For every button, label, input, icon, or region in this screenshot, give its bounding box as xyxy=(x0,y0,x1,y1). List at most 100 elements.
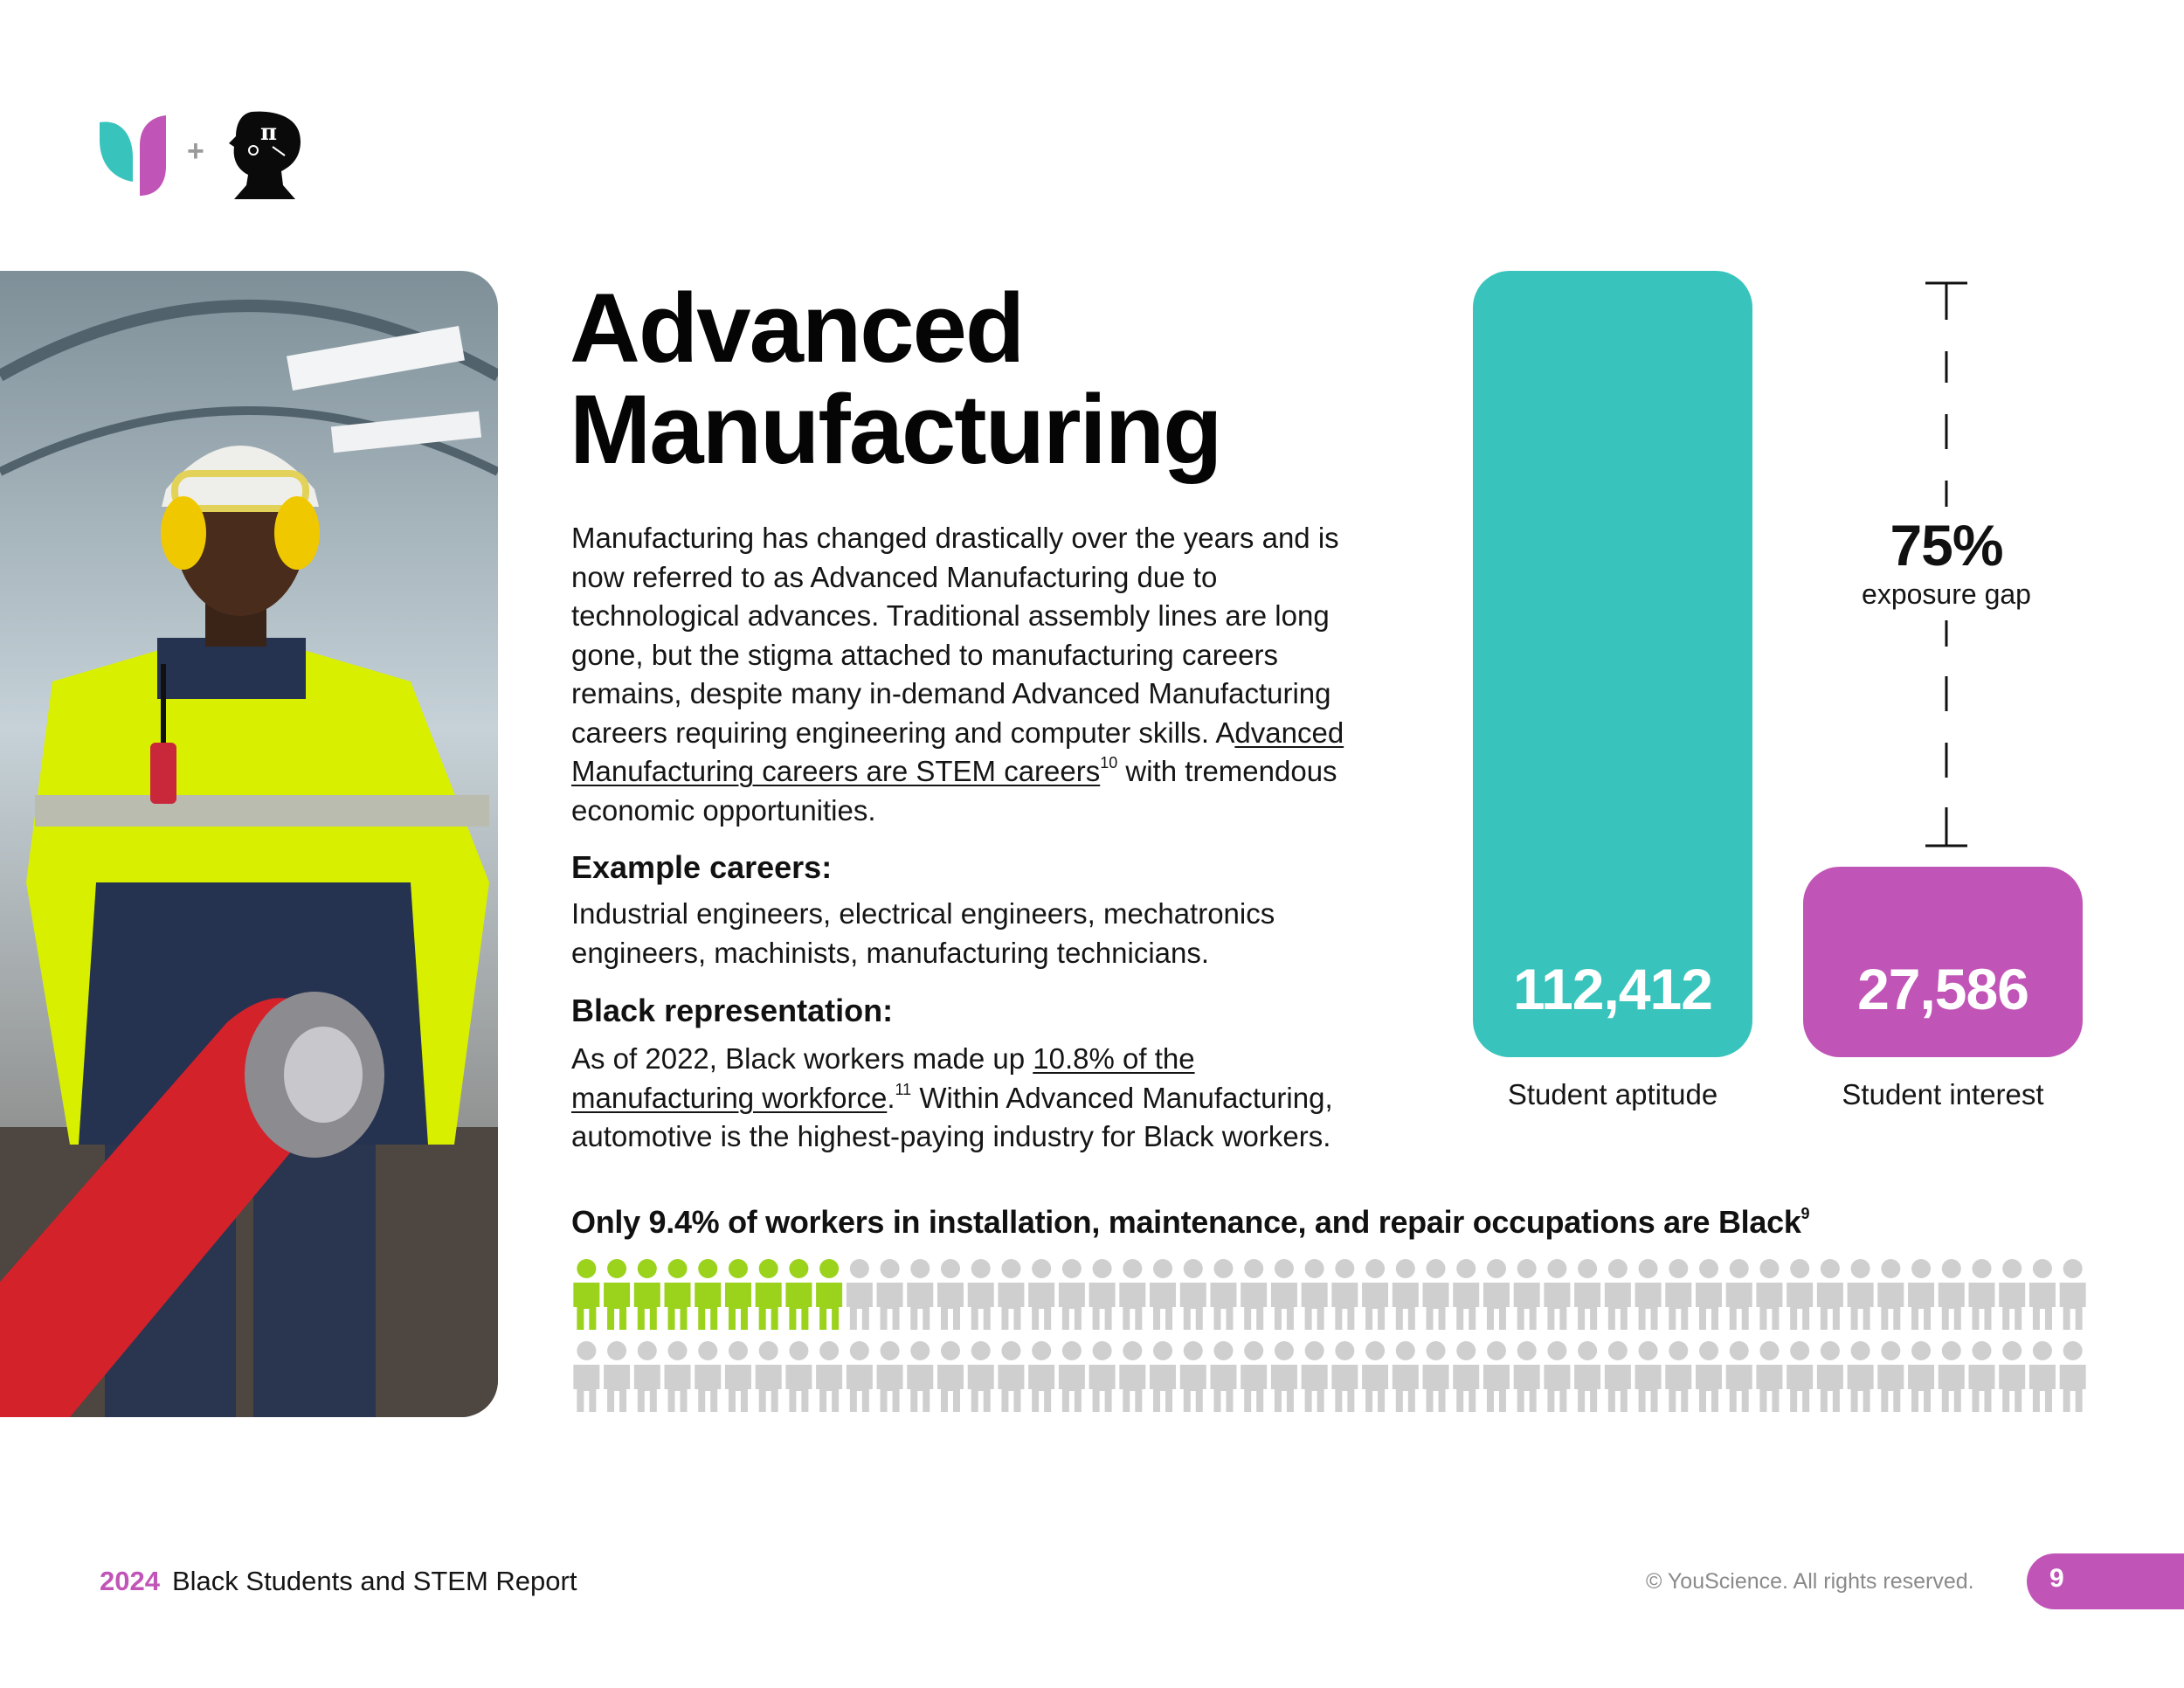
person-icon xyxy=(967,1259,994,1330)
person-icon xyxy=(1908,1341,1935,1412)
person-icon xyxy=(2028,1259,2056,1330)
person-icon xyxy=(785,1259,812,1330)
person-icon xyxy=(664,1341,691,1412)
person-icon xyxy=(1301,1341,1328,1412)
person-icon xyxy=(1938,1341,1965,1412)
person-icon xyxy=(1453,1341,1480,1412)
intro-paragraph: Manufacturing has changed drastically ov… xyxy=(571,519,1384,830)
logos: + π xyxy=(98,105,308,201)
person-icon xyxy=(998,1341,1025,1412)
person-icon xyxy=(633,1259,660,1330)
person-icon xyxy=(1816,1341,1843,1412)
worker-in-safety-gear-icon xyxy=(0,271,498,1417)
person-icon xyxy=(1331,1341,1358,1412)
person-icon xyxy=(1665,1341,1692,1412)
footer-report-title: 2024 Black Students and STEM Report xyxy=(100,1566,577,1597)
person-icon xyxy=(1119,1259,1146,1330)
person-icon xyxy=(1089,1259,1116,1330)
person-icon xyxy=(1482,1341,1510,1412)
person-icon xyxy=(876,1341,903,1412)
value-label-aptitude: 112,412 xyxy=(1513,957,1713,1021)
person-icon xyxy=(1635,1259,1662,1330)
rep-text-period: . xyxy=(887,1081,895,1114)
person-icon xyxy=(846,1259,873,1330)
exposure-gap-label: exposure gap xyxy=(1842,578,2051,611)
person-icon xyxy=(1968,1259,1995,1330)
title-line-1: Advanced xyxy=(570,273,1025,383)
person-icon xyxy=(1301,1259,1328,1330)
title-line-2: Manufacturing xyxy=(570,375,1223,484)
person-icon xyxy=(1756,1341,1783,1412)
person-icon xyxy=(1725,1259,1752,1330)
person-icon xyxy=(1574,1341,1601,1412)
person-icon xyxy=(604,1341,631,1412)
footnote-9: 9 xyxy=(1800,1205,1810,1222)
person-icon xyxy=(1392,1341,1419,1412)
person-icon xyxy=(1968,1341,1995,1412)
person-icon xyxy=(1604,1341,1631,1412)
people-pictogram xyxy=(573,1259,2086,1412)
exposure-gap-bracket xyxy=(1925,281,1967,847)
person-icon xyxy=(907,1259,934,1330)
person-icon xyxy=(1331,1259,1358,1330)
person-icon xyxy=(755,1341,782,1412)
footer-copyright: © YouScience. All rights reserved. xyxy=(1646,1569,1974,1594)
person-icon xyxy=(1150,1341,1177,1412)
person-icon xyxy=(633,1341,660,1412)
person-icon xyxy=(1725,1341,1752,1412)
person-icon xyxy=(1028,1259,1055,1330)
person-icon xyxy=(2059,1341,2086,1412)
person-icon xyxy=(907,1341,934,1412)
person-icon xyxy=(1513,1341,1540,1412)
person-icon xyxy=(1847,1341,1874,1412)
person-icon xyxy=(2059,1259,2086,1330)
person-icon xyxy=(1877,1341,1904,1412)
intro-text-end: with tremendous economic opportunities. xyxy=(571,755,1337,827)
person-icon xyxy=(785,1341,812,1412)
example-careers-heading: Example careers: xyxy=(571,849,833,885)
person-icon xyxy=(1422,1341,1449,1412)
person-icon xyxy=(724,1259,751,1330)
worker-photo xyxy=(0,271,498,1417)
person-icon xyxy=(967,1341,994,1412)
page-number-tab xyxy=(2027,1553,2184,1609)
category-label-aptitude: Student aptitude xyxy=(1507,1078,1718,1110)
person-icon xyxy=(573,1341,600,1412)
person-icon xyxy=(695,1259,722,1330)
person-icon xyxy=(1179,1259,1206,1330)
person-icon xyxy=(1089,1341,1116,1412)
person-icon xyxy=(937,1341,964,1412)
footer-year: 2024 xyxy=(100,1566,160,1596)
person-icon xyxy=(2028,1341,2056,1412)
person-icon xyxy=(1270,1259,1297,1330)
person-icon xyxy=(604,1259,631,1330)
person-icon xyxy=(846,1341,873,1412)
example-careers-text: Industrial engineers, electrical enginee… xyxy=(571,897,1275,969)
plus-icon: + xyxy=(187,135,204,168)
value-label-interest: 27,586 xyxy=(1857,957,2029,1021)
person-icon xyxy=(1999,1259,2026,1330)
manufacturing-workforce-link[interactable]: 10.8% of the manufacturing workforce xyxy=(571,1042,1195,1114)
person-icon xyxy=(1908,1259,1935,1330)
person-icon xyxy=(1847,1259,1874,1330)
person-icon xyxy=(664,1259,691,1330)
footnote-10: 10 xyxy=(1100,754,1118,771)
person-icon xyxy=(1150,1259,1177,1330)
person-icon xyxy=(1574,1259,1601,1330)
person-icon xyxy=(1665,1259,1692,1330)
person-icon xyxy=(1453,1259,1480,1330)
person-icon xyxy=(1938,1259,1965,1330)
person-icon xyxy=(1392,1259,1419,1330)
stem-careers-link[interactable]: dvanced Manufacturing careers are STEM c… xyxy=(571,716,1344,788)
person-icon xyxy=(1696,1341,1722,1412)
stat-heading-text: Only 9.4% of workers in installation, ma… xyxy=(571,1204,1801,1240)
person-icon xyxy=(573,1259,600,1330)
person-icon xyxy=(1362,1341,1389,1412)
person-icon xyxy=(1210,1341,1237,1412)
person-icon xyxy=(1756,1259,1783,1330)
person-icon xyxy=(1544,1259,1571,1330)
stat-heading: Only 9.4% of workers in installation, ma… xyxy=(571,1204,1810,1241)
person-icon xyxy=(816,1259,843,1330)
person-icon xyxy=(1179,1341,1206,1412)
person-icon xyxy=(1787,1341,1814,1412)
